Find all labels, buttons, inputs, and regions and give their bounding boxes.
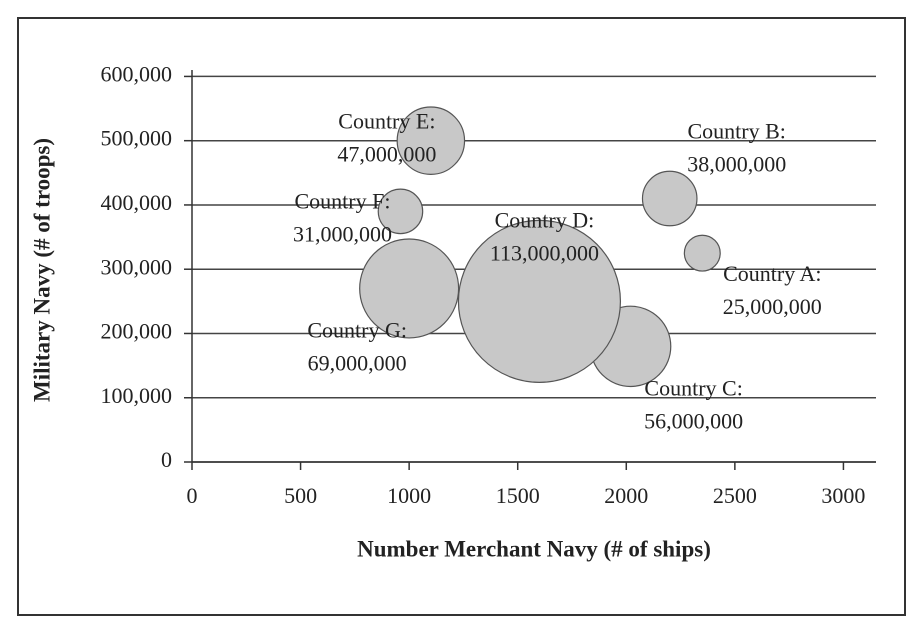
bubble-value-label: 31,000,000 [293,221,392,246]
bubble-label: Country G: [307,318,407,343]
bubble [641,170,698,227]
bubble [359,238,460,339]
y-axis-title: Military Navy (# of troops) [29,138,54,402]
bubble-value-label: 25,000,000 [723,294,822,319]
bubble [396,106,466,175]
bubble [457,219,622,383]
bubble [377,188,424,235]
bubble-label: Country A: [723,261,821,286]
bubble-value-label: 56,000,000 [644,408,743,433]
frame [17,17,906,616]
bubble-label: Country F: [294,188,390,213]
bubble-value-label: 38,000,000 [687,152,786,177]
bubble-label: Country E: [338,109,435,134]
y-tick-label: 100,000 [101,383,173,408]
x-tick-label: 1000 [387,483,431,508]
bubble-value-label: 69,000,000 [308,351,407,376]
bubble-value-label: 47,000,000 [337,142,436,167]
y-tick-label: 400,000 [101,190,173,215]
bubble-value-label: 113,000,000 [490,240,599,265]
y-tick-label: 500,000 [101,126,173,151]
bubble [683,234,721,272]
bubble-label: Country B: [688,119,786,144]
bubble-label: Country C: [644,375,742,400]
y-tick-label: 200,000 [101,319,173,344]
x-tick-label: 2000 [604,483,648,508]
y-tick-label: 300,000 [101,254,173,279]
x-tick-label: 500 [284,483,317,508]
x-tick-label: 0 [187,483,198,508]
x-tick-label: 1500 [496,483,540,508]
bubble-label: Country D: [495,207,595,232]
x-axis-title: Number Merchant Navy (# of ships) [357,536,711,561]
y-tick-label: 600,000 [101,61,173,86]
y-tick-label: 0 [161,447,172,472]
x-tick-label: 3000 [821,483,865,508]
x-tick-label: 2500 [713,483,757,508]
